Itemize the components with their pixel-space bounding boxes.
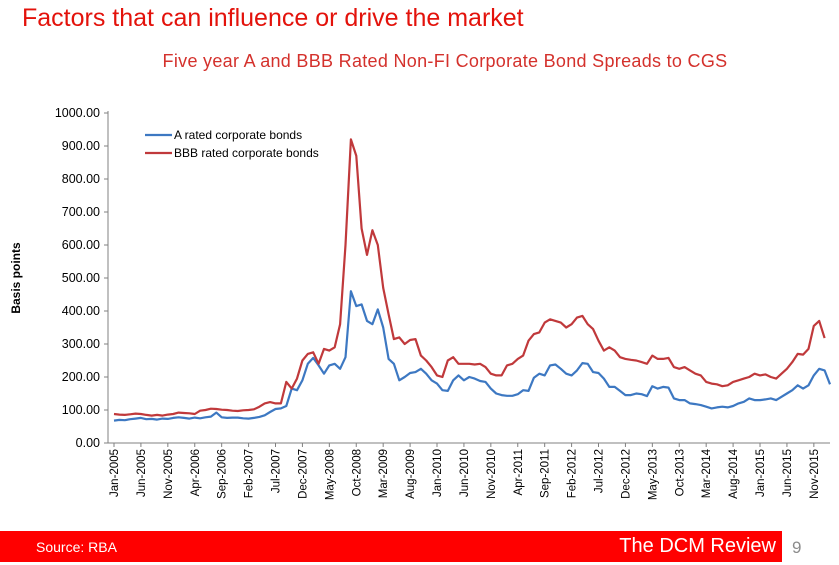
y-tick-label: 0.00 [76, 436, 100, 450]
x-tick-label: Aug-2009 [405, 449, 417, 499]
brand-label: The DCM Review [619, 535, 776, 557]
source-note: Source: RBA [36, 539, 117, 555]
footer-bar: Source: RBA The DCM Review [0, 531, 782, 562]
x-tick-label: Jun-2005 [136, 449, 148, 497]
legend-label: BBB rated corporate bonds [174, 146, 319, 160]
legend-label: A rated corporate bonds [174, 128, 302, 142]
chart-series [113, 138, 832, 422]
x-tick-label: Dec-2007 [297, 449, 309, 499]
x-tick-label: Apr-2006 [190, 449, 202, 496]
x-tick-label: Jan-2010 [432, 449, 444, 497]
x-tick-label: Nov-2015 [809, 449, 821, 499]
x-tick-label: Feb-2012 [567, 449, 579, 498]
y-tick-label: 500.00 [62, 271, 100, 285]
x-tick-label: Nov-2010 [486, 449, 498, 499]
y-tick-label: 900.00 [62, 139, 100, 153]
x-tick-label: May-2013 [647, 449, 659, 500]
y-tick-label: 400.00 [62, 304, 100, 318]
y-tick-label: 600.00 [62, 238, 100, 252]
chart-title: Five year A and BBB Rated Non-FI Corpora… [162, 51, 728, 71]
x-tick-label: Jul-2012 [594, 449, 606, 493]
x-tick-label: Apr-2011 [513, 449, 525, 495]
y-tick-label: 300.00 [62, 337, 100, 351]
y-tick-label: 800.00 [62, 172, 100, 186]
y-tick-label: 200.00 [62, 370, 100, 384]
x-tick-label: Mar-2014 [701, 448, 713, 498]
x-tick-label: Jan-2015 [755, 449, 767, 497]
y-tick-label: 1000.00 [55, 106, 100, 120]
y-tick-label: 100.00 [62, 403, 100, 417]
series-line-bbb-rated [113, 138, 826, 417]
series-line-a-rated [113, 290, 832, 422]
x-tick-label: Oct-2008 [351, 449, 363, 496]
chart-axes: 0.00 100.00 200.00 300.00 400.00 500.00 600.00… [9, 106, 830, 500]
y-axis-label: Basis points [9, 242, 23, 314]
x-tick-label: Oct-2013 [674, 449, 686, 496]
x-tick-label: Feb-2007 [244, 449, 256, 498]
x-tick-label: Jan-2005 [109, 449, 121, 497]
x-tick-label: Aug-2014 [728, 448, 740, 498]
y-tick-label: 700.00 [62, 205, 100, 219]
x-tick-label: Nov-2005 [163, 449, 175, 499]
page-number: 9 [792, 538, 802, 557]
x-tick-label: Jun-2010 [459, 449, 471, 497]
chart-legend: A rated corporate bonds BBB rated corpora… [145, 128, 319, 160]
x-tick-label: Mar-2009 [378, 449, 390, 498]
x-tick-label: Sep-2006 [217, 449, 229, 499]
x-tick-label: Sep-2011 [540, 449, 552, 498]
slide-title: Factors that can influence or drive the … [22, 4, 524, 32]
bond-spread-chart: 0.00 100.00 200.00 300.00 400.00 500.00 600.00… [9, 106, 832, 500]
x-tick-label: May-2008 [324, 449, 336, 500]
x-tick-label: Dec-2012 [620, 449, 632, 499]
x-tick-label: Jul-2007 [271, 449, 283, 493]
x-tick-label: Jun-2015 [782, 449, 794, 497]
